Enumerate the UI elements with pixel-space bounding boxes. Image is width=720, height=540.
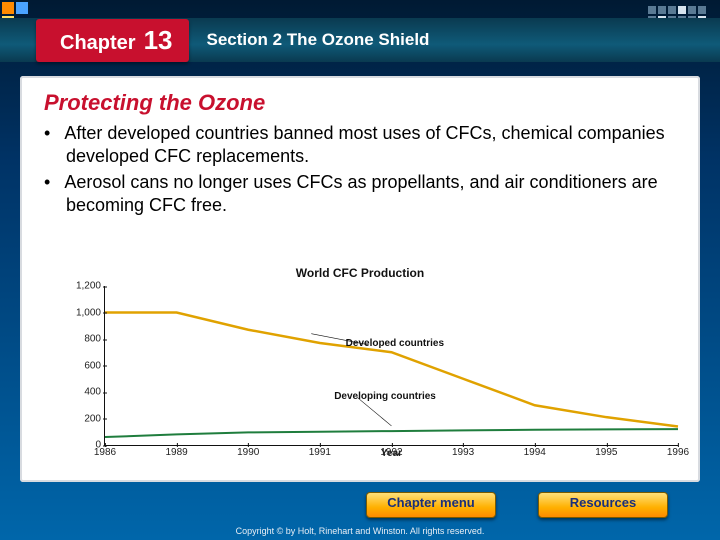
chart-ytick: 400 [57, 387, 101, 398]
bullet-item: Aerosol cans no longer uses CFCs as prop… [44, 171, 680, 216]
chart-xtick: 1991 [309, 447, 331, 458]
chart-xtick: 1990 [237, 447, 259, 458]
chart-xtick: 1989 [166, 447, 188, 458]
bullet-item: After developed countries banned most us… [44, 122, 680, 167]
chart-xtick: 1994 [524, 447, 546, 458]
footer-bar: Chapter menu Resources [0, 492, 720, 518]
chart-xtick: 1995 [595, 447, 617, 458]
chart-xtick: 1993 [452, 447, 474, 458]
chapter-number: 13 [144, 25, 173, 56]
chart-title: World CFC Production [32, 266, 688, 280]
chapter-tab: Chapter 13 [36, 19, 189, 62]
chart-xtick: 1986 [94, 447, 116, 458]
section-title: Section 2 The Ozone Shield [207, 30, 430, 50]
chart-ytick: 200 [57, 413, 101, 424]
copyright-text: Copyright © by Holt, Rinehart and Winsto… [0, 526, 720, 536]
content-card: Protecting the Ozone After developed cou… [20, 76, 700, 482]
resources-button[interactable]: Resources [538, 492, 668, 518]
chart-ytick: 1,000 [57, 307, 101, 318]
chart-series-svg [105, 286, 678, 445]
chart-ytick: 1,200 [57, 281, 101, 292]
chart-plot-area: 02004006008001,0001,200 1986198919901991… [104, 286, 678, 446]
chart-annotation: Developed countries [346, 338, 444, 349]
header-bar: Chapter 13 Section 2 The Ozone Shield [0, 18, 720, 62]
chart-ytick: 600 [57, 360, 101, 371]
content-heading: Protecting the Ozone [44, 90, 680, 116]
bullet-list: After developed countries banned most us… [44, 122, 680, 216]
chart-xtick: 1996 [667, 447, 689, 458]
chart-annotation: Developing countries [334, 391, 436, 402]
chart-xlabel: Year [381, 448, 402, 459]
chapter-word: Chapter [60, 32, 136, 55]
chart: CFC production (in millions of metric to… [32, 282, 688, 472]
chapter-menu-button[interactable]: Chapter menu [366, 492, 496, 518]
slide: Chapter 13 Section 2 The Ozone Shield Pr… [0, 0, 720, 540]
chart-container: World CFC Production CFC production (in … [32, 266, 688, 476]
chart-ytick: 800 [57, 334, 101, 345]
